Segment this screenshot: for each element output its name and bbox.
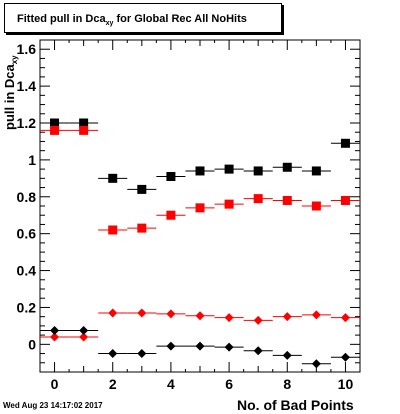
data-point-square <box>166 171 176 181</box>
data-point-square <box>282 162 292 172</box>
data-point-square <box>79 118 89 128</box>
y-tick-label: 0.2 <box>17 299 37 315</box>
data-point-square <box>137 223 147 233</box>
y-tick-label: 1.2 <box>17 115 37 131</box>
data-point-square <box>166 210 176 220</box>
data-point-diamond <box>50 332 60 342</box>
timestamp-label: Wed Aug 23 14:17:02 2017 <box>3 401 103 410</box>
axes: 0 2 4 6 8 10 0 0.2 0.4 0.6 0.8 1 1.2 1.4 1.6 <box>17 39 361 392</box>
data-point-square <box>108 225 118 235</box>
data-point-diamond <box>195 311 205 321</box>
x-tick-label: 4 <box>167 376 175 392</box>
x-tick-label: 0 <box>51 376 59 392</box>
data-point-diamond <box>79 326 89 335</box>
data-point-diamond <box>195 341 205 351</box>
data-point-diamond <box>282 312 292 322</box>
data-point-diamond <box>253 346 263 356</box>
y-tick-label: 1 <box>28 152 36 168</box>
y-tick-label: 1.6 <box>17 41 37 57</box>
data-point-square <box>137 184 147 194</box>
data-point-diamond <box>108 349 118 359</box>
y-tick-label: 1.4 <box>17 78 37 94</box>
x-axis-label: No. of Bad Points <box>237 397 354 413</box>
chart-title: Fitted pull in Dcaxy for Global Rec All … <box>4 3 282 33</box>
data-point-diamond <box>253 315 263 325</box>
y-tick-label: 0.4 <box>17 263 37 279</box>
y-tick-label: 0.6 <box>17 226 37 242</box>
data-point-diamond <box>224 313 234 323</box>
data-point-square <box>340 195 350 205</box>
y-axis-label: pull in Dcaxy <box>2 55 19 130</box>
y-tick-label: 0.8 <box>17 189 37 205</box>
data-point-diamond <box>311 310 321 320</box>
data-point-square <box>108 173 118 183</box>
data-point-diamond <box>282 350 292 360</box>
data-point-square <box>50 118 60 128</box>
data-point-square <box>195 166 205 176</box>
data-point-square <box>253 194 263 204</box>
data-point-diamond <box>311 359 321 369</box>
data-point-diamond <box>166 309 176 319</box>
data-point-square <box>79 125 89 135</box>
data-point-diamond <box>137 349 147 359</box>
data-point-diamond <box>166 341 176 351</box>
data-point-diamond <box>79 332 89 342</box>
y-axis-label-main: pull in Dca <box>2 64 17 130</box>
data-point-square <box>340 138 350 148</box>
data-point-square <box>311 201 321 211</box>
data-point-diamond <box>137 308 147 318</box>
data-marks <box>40 118 360 369</box>
data-point-diamond <box>108 308 118 318</box>
data-point-square <box>195 203 205 213</box>
data-point-diamond <box>50 326 60 335</box>
data-point-square <box>253 166 263 176</box>
y-tick-label: 0 <box>28 336 36 352</box>
chart-title-sub: xy <box>105 20 114 27</box>
data-point-square <box>282 195 292 205</box>
x-tick-label: 8 <box>283 376 291 392</box>
data-point-diamond <box>224 342 234 352</box>
x-tick-label: 2 <box>109 376 117 392</box>
y-axis-label-sub: xy <box>10 55 19 65</box>
data-point-diamond <box>340 313 350 323</box>
data-point-square <box>50 125 60 135</box>
x-tick-label: 10 <box>338 376 354 392</box>
x-tick-label: 6 <box>225 376 233 392</box>
data-point-diamond <box>340 352 350 362</box>
data-point-square <box>311 166 321 176</box>
data-point-square <box>224 164 234 174</box>
chart-title-rest: for Global Rec All NoHits <box>113 13 247 25</box>
chart-title-main: Fitted pull in Dca <box>17 13 106 25</box>
data-point-square <box>224 199 234 209</box>
